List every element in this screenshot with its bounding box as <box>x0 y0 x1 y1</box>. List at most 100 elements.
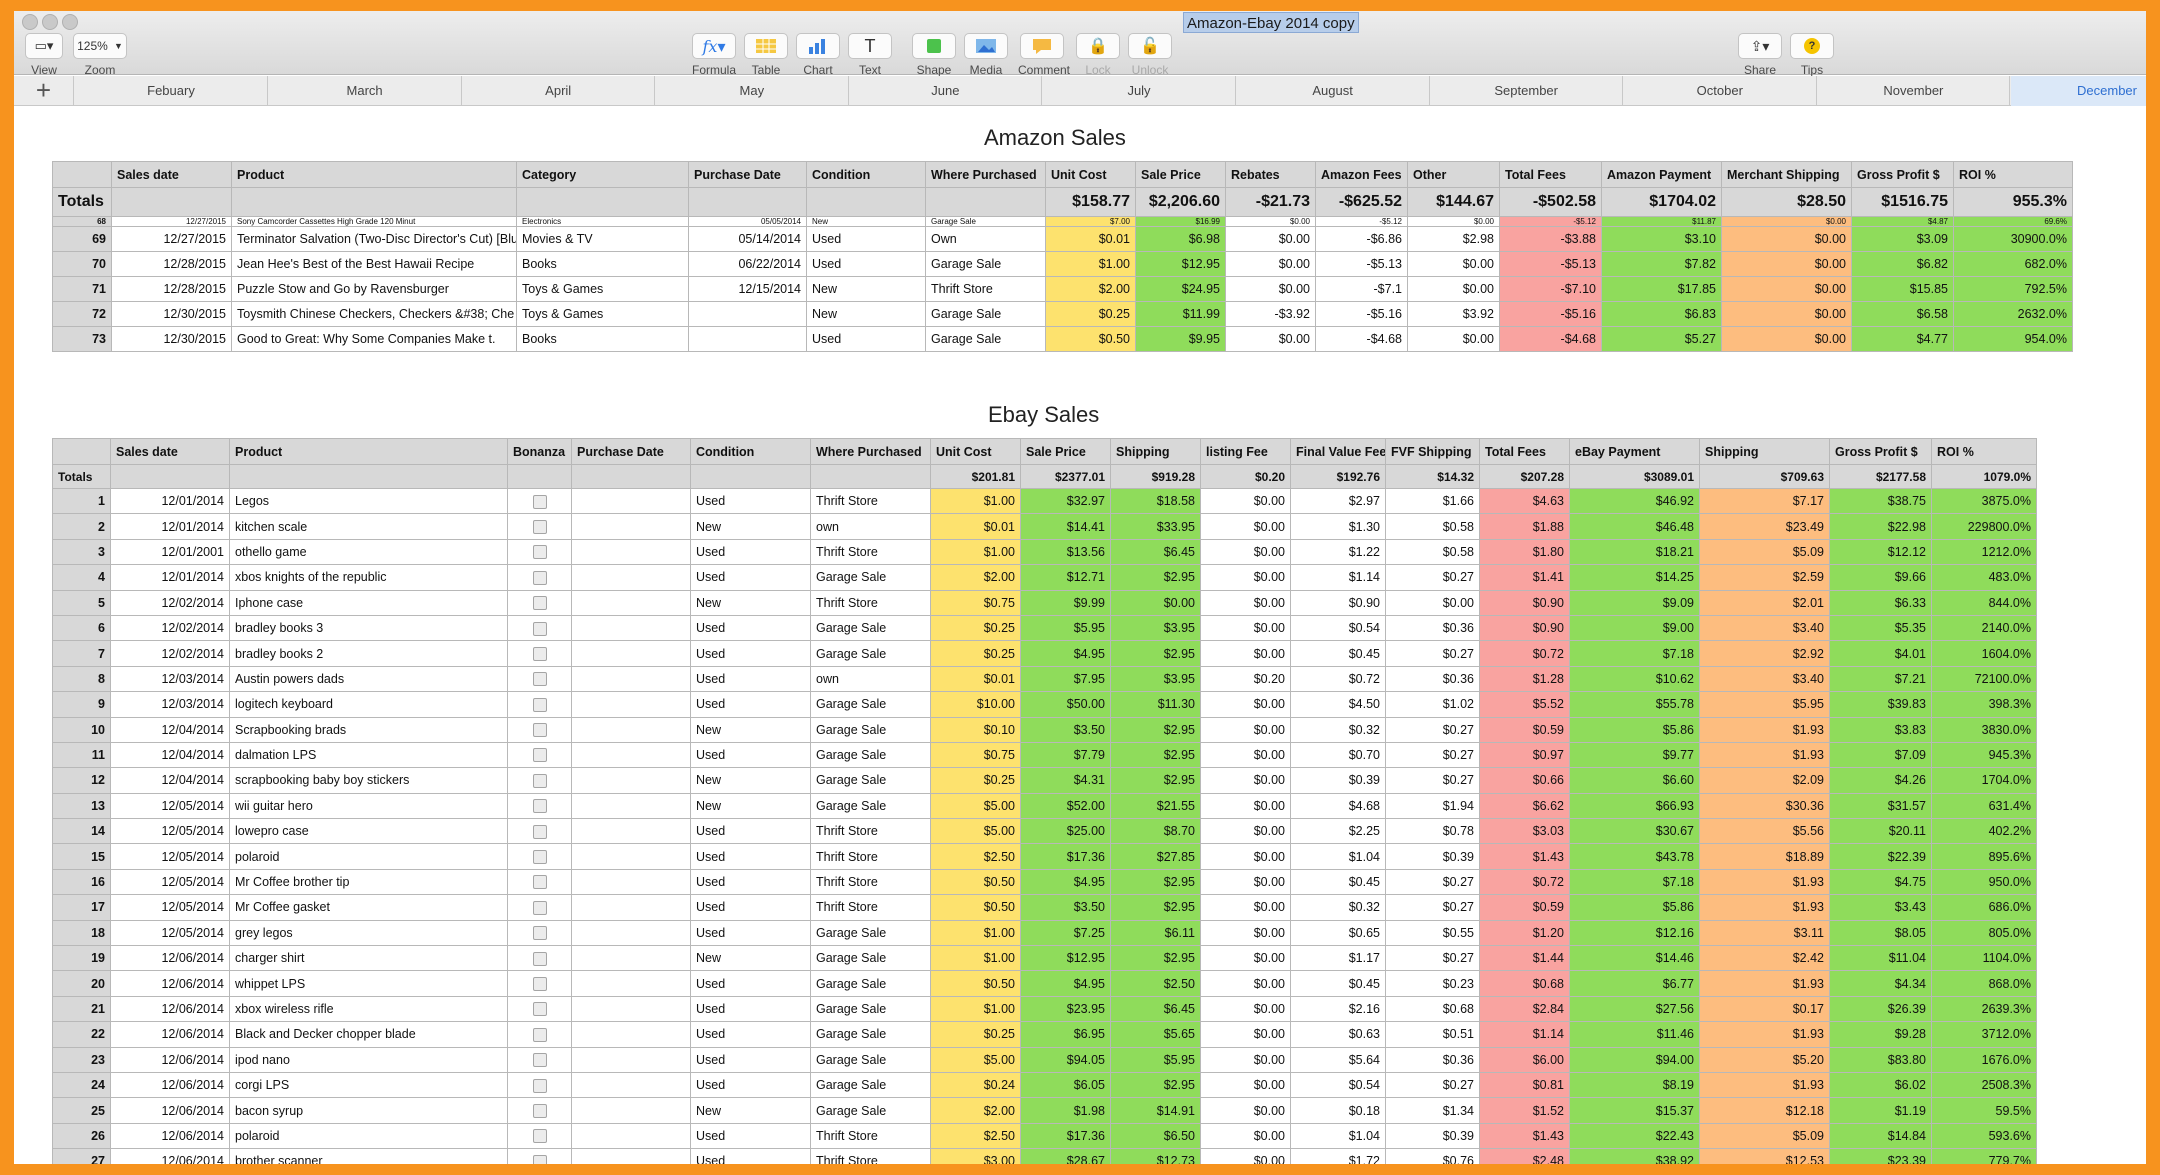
shipping-out-cell[interactable]: $3.40 <box>1699 614 1830 642</box>
product-cell[interactable]: polaroid <box>229 843 508 870</box>
roi-cell[interactable]: 229800.0% <box>1931 513 2037 540</box>
total-fees-cell[interactable]: $1.41 <box>1479 564 1570 591</box>
product-cell[interactable]: brother scanner <box>229 1148 508 1164</box>
column-header[interactable]: eBay Payment <box>1569 438 1700 465</box>
fvf-shipping-cell[interactable]: $0.58 <box>1385 513 1480 540</box>
final-value-fee-cell[interactable]: $1.22 <box>1290 538 1386 566</box>
total-fees-cell[interactable]: $0.90 <box>1479 614 1570 642</box>
fvf-shipping-cell[interactable]: $0.51 <box>1385 1021 1480 1048</box>
where-purchased-cell[interactable]: Thrift Store <box>810 843 931 870</box>
total-fees-cell[interactable]: $2.84 <box>1479 995 1570 1023</box>
table-row[interactable]: 26 12/06/2014 polaroid Used Thrift Store $2.5… <box>52 1122 2037 1150</box>
roi-cell[interactable]: 483.0% <box>1931 564 2037 591</box>
table-cell[interactable]: $2.98 <box>1407 226 1500 252</box>
unit-cost-cell[interactable]: $2.50 <box>930 843 1021 870</box>
sales-date-cell[interactable]: 12/02/2014 <box>110 640 230 667</box>
gross-profit-cell[interactable]: $14.84 <box>1829 1122 1932 1150</box>
table-cell[interactable]: 12/30/2015 <box>111 301 232 327</box>
total-fees-cell[interactable]: $1.52 <box>1479 1097 1570 1124</box>
totals-empty-cell[interactable] <box>571 464 691 489</box>
total-fees-cell[interactable]: $1.43 <box>1479 843 1570 870</box>
ebay-payment-cell[interactable]: $15.37 <box>1569 1097 1700 1124</box>
listing-fee-cell[interactable]: $0.00 <box>1200 564 1291 591</box>
shipping-cell[interactable]: $5.95 <box>1110 1046 1201 1073</box>
bonanza-checkbox[interactable] <box>532 646 547 661</box>
condition-cell[interactable]: New <box>690 716 811 743</box>
table-row[interactable]: 27 12/06/2014 brother scanner Used Thrift St… <box>52 1148 2037 1164</box>
total-fees-cell[interactable]: $0.66 <box>1479 767 1570 794</box>
total-fees-cell[interactable]: $1.88 <box>1479 513 1570 540</box>
shipping-out-cell[interactable]: $1.93 <box>1699 970 1830 997</box>
table-cell[interactable]: New <box>806 301 926 327</box>
shipping-cell[interactable]: $33.95 <box>1110 513 1201 540</box>
purchase-date-cell[interactable] <box>571 1097 691 1124</box>
gross-profit-cell[interactable]: $5.35 <box>1829 614 1932 642</box>
table-cell[interactable]: $0.00 <box>1721 276 1852 302</box>
listing-fee-cell[interactable]: $0.00 <box>1200 640 1291 667</box>
product-cell[interactable]: logitech keyboard <box>229 691 508 718</box>
column-header[interactable]: Total Fees <box>1479 438 1570 465</box>
bonanza-checkbox[interactable] <box>532 1078 547 1093</box>
ebay-payment-cell[interactable]: $5.86 <box>1569 894 1700 921</box>
listing-fee-cell[interactable]: $0.00 <box>1200 614 1291 642</box>
shipping-cell[interactable]: $2.95 <box>1110 564 1201 591</box>
condition-cell[interactable]: New <box>690 513 811 540</box>
table-cell[interactable]: Books <box>516 326 689 352</box>
table-cell[interactable]: $17.85 <box>1601 276 1722 302</box>
sheet-tab-may[interactable]: May <box>656 76 849 106</box>
table-cell[interactable] <box>688 326 807 352</box>
ebay-payment-cell[interactable]: $94.00 <box>1569 1046 1700 1073</box>
purchase-date-cell[interactable] <box>571 564 691 591</box>
sales-date-cell[interactable]: 12/05/2014 <box>110 818 230 845</box>
bonanza-cell[interactable] <box>507 945 572 972</box>
shipping-cell[interactable]: $21.55 <box>1110 792 1201 820</box>
sales-date-cell[interactable]: 12/05/2014 <box>110 919 230 947</box>
shipping-cell[interactable]: $2.95 <box>1110 767 1201 794</box>
total-fees-cell[interactable]: $0.97 <box>1479 741 1570 769</box>
sheet-tab-november[interactable]: November <box>1817 76 2011 106</box>
sales-date-cell[interactable]: 12/01/2014 <box>110 564 230 591</box>
listing-fee-cell[interactable]: $0.00 <box>1200 894 1291 921</box>
where-purchased-cell[interactable]: Garage Sale <box>810 640 931 667</box>
totals-amazon-payment[interactable]: $1704.02 <box>1601 187 1722 217</box>
totals-ebay-payment[interactable]: $3089.01 <box>1569 464 1700 489</box>
column-header[interactable]: Amazon Payment <box>1601 161 1722 188</box>
column-header[interactable]: Purchase Date <box>688 161 807 188</box>
fvf-shipping-cell[interactable]: $0.36 <box>1385 1046 1480 1073</box>
gross-profit-cell[interactable]: $1.19 <box>1829 1097 1932 1124</box>
column-header[interactable]: Rebates <box>1225 161 1316 188</box>
condition-cell[interactable]: Used <box>690 665 811 693</box>
zoom-button[interactable]: 125% ▼ Zoom <box>72 33 128 77</box>
sales-date-cell[interactable]: 12/04/2014 <box>110 741 230 769</box>
unit-cost-cell[interactable]: $1.00 <box>930 995 1021 1023</box>
product-cell[interactable]: Black and Decker chopper blade <box>229 1021 508 1048</box>
ebay-payment-cell[interactable]: $7.18 <box>1569 868 1700 896</box>
sheet-tab-march[interactable]: March <box>269 76 462 106</box>
sale-price-cell[interactable]: $14.41 <box>1020 513 1111 540</box>
table-cell[interactable]: Garage Sale <box>925 251 1046 277</box>
table-cell[interactable]: Own <box>925 226 1046 252</box>
listing-fee-cell[interactable]: $0.00 <box>1200 1122 1291 1150</box>
table-cell[interactable]: Toys & Games <box>516 301 689 327</box>
totals-empty-cell[interactable] <box>810 464 931 489</box>
roi-cell[interactable]: 72100.0% <box>1931 665 2037 693</box>
condition-cell[interactable]: Used <box>690 640 811 667</box>
table-row[interactable]: 1 12/01/2014 Legos Used Thrift Store $1.00 $32… <box>52 487 2037 515</box>
listing-fee-cell[interactable]: $0.00 <box>1200 1071 1291 1099</box>
bonanza-cell[interactable] <box>507 792 572 820</box>
gross-profit-cell[interactable]: $7.21 <box>1829 665 1932 693</box>
gross-profit-cell[interactable]: $39.83 <box>1829 691 1932 718</box>
product-cell[interactable]: Austin powers dads <box>229 665 508 693</box>
table-cell[interactable]: $0.00 <box>1721 301 1852 327</box>
table-cell[interactable]: $4.87 <box>1851 216 1954 227</box>
table-cell[interactable]: Garage Sale <box>925 326 1046 352</box>
unit-cost-cell[interactable]: $0.25 <box>930 640 1021 667</box>
roi-cell[interactable]: 593.6% <box>1931 1122 2037 1150</box>
where-purchased-cell[interactable]: Thrift Store <box>810 868 931 896</box>
bonanza-checkbox[interactable] <box>532 621 547 636</box>
sales-date-cell[interactable]: 12/03/2014 <box>110 691 230 718</box>
listing-fee-cell[interactable]: $0.00 <box>1200 970 1291 997</box>
total-fees-cell[interactable]: $0.59 <box>1479 716 1570 743</box>
sale-price-cell[interactable]: $4.95 <box>1020 640 1111 667</box>
totals-empty-cell[interactable] <box>688 187 807 217</box>
